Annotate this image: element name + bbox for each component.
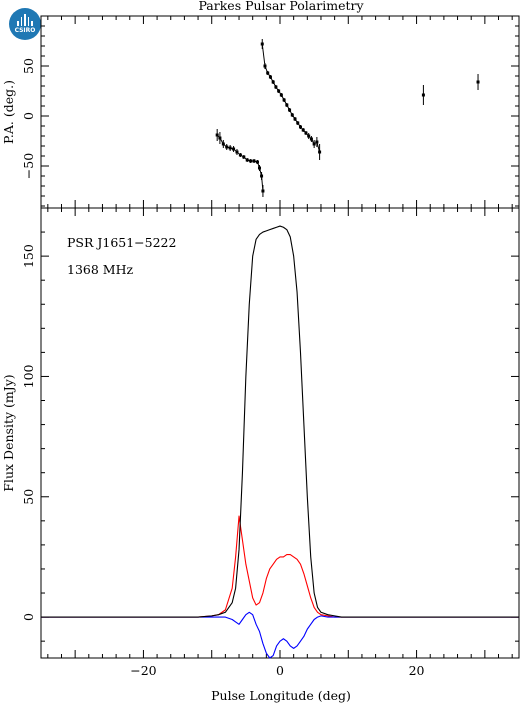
pa-point xyxy=(285,103,289,107)
pa-point xyxy=(235,150,239,154)
pa-point xyxy=(260,42,264,46)
pa-point xyxy=(260,174,264,178)
y-tick-label: 50 xyxy=(21,489,36,505)
pa-point xyxy=(282,98,286,102)
pa-point xyxy=(274,85,278,89)
x-tick-label: 0 xyxy=(276,663,284,678)
pa-point xyxy=(312,142,316,146)
pa-point xyxy=(215,133,219,137)
pulsar-name-label: PSR J1651−5222 xyxy=(67,235,176,250)
pa-curve xyxy=(216,134,264,192)
pa-point xyxy=(296,121,300,125)
csiro-logo: CSIRO xyxy=(9,8,41,40)
frequency-label: 1368 MHz xyxy=(67,262,133,277)
pa-point xyxy=(279,93,283,97)
flux-ylabel: Flux Density (mJy) xyxy=(1,374,16,491)
pa-point xyxy=(301,128,305,132)
x-tick-label: −20 xyxy=(130,663,156,678)
y-tick-label: −50 xyxy=(21,153,36,179)
pa-point xyxy=(261,189,265,193)
pa-series xyxy=(215,39,480,197)
logo-text: CSIRO xyxy=(14,27,36,34)
pa-point xyxy=(255,160,259,164)
pa-point xyxy=(318,150,322,154)
pa-point xyxy=(242,155,246,159)
pa-panel-frame xyxy=(40,15,520,209)
pa-point xyxy=(290,113,294,117)
linear-polarization-line xyxy=(41,515,519,618)
pa-point xyxy=(228,146,232,150)
pa-point xyxy=(298,125,302,129)
pa-point xyxy=(315,140,319,144)
total-intensity-line xyxy=(41,225,519,618)
pa-point xyxy=(263,64,267,68)
pa-axes: −50 0 50 xyxy=(21,15,519,208)
pa-point xyxy=(476,80,480,84)
pa-point xyxy=(221,142,225,146)
y-tick-label: 100 xyxy=(21,364,36,388)
y-tick-label: 150 xyxy=(21,244,36,268)
pa-curve xyxy=(261,43,321,153)
x-tick-label: 20 xyxy=(409,663,425,678)
pa-point xyxy=(271,80,275,84)
pa-ylabel: P.A. (deg.) xyxy=(1,80,16,144)
pa-point xyxy=(268,75,272,79)
pa-point xyxy=(304,131,308,135)
pa-point xyxy=(421,93,425,97)
pa-point xyxy=(245,158,249,162)
pa-point xyxy=(309,137,313,141)
pa-point xyxy=(252,159,256,163)
pa-point xyxy=(277,89,281,93)
pa-point xyxy=(225,145,229,149)
y-tick-label: 50 xyxy=(21,58,36,74)
pa-point xyxy=(293,117,297,121)
y-tick-label: 0 xyxy=(21,613,36,621)
flux-series xyxy=(41,225,519,659)
flux-xlabel: Pulse Longitude (deg) xyxy=(211,688,351,703)
pa-point xyxy=(307,134,311,138)
pa-point xyxy=(218,136,222,140)
pa-point xyxy=(258,166,262,170)
pa-point xyxy=(238,153,242,157)
pa-point xyxy=(232,147,236,151)
logo-mark-icon xyxy=(17,14,33,26)
y-tick-label: 0 xyxy=(21,112,36,120)
pa-point xyxy=(266,71,270,75)
pa-point xyxy=(288,108,292,112)
circular-polarization-line xyxy=(41,611,519,659)
pa-point xyxy=(249,159,253,163)
chart-title: Parkes Pulsar Polarimetry xyxy=(198,0,364,13)
pa-panel: −50 0 50 P.A. (deg.) xyxy=(1,15,520,209)
flux-axes: −20 0 20 0 50 100 150 xyxy=(21,207,519,678)
